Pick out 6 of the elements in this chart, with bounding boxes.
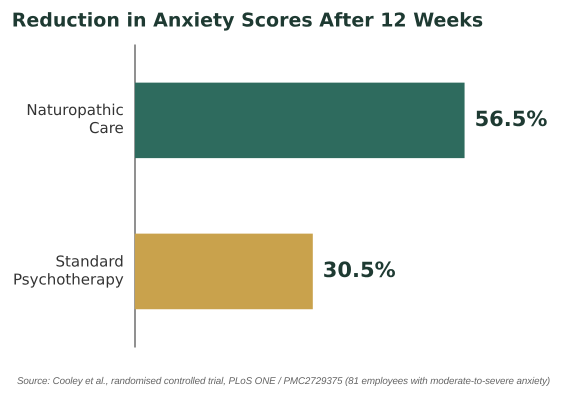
source-note: Source: Cooley et al., randomised controlled trial, PLoS ONE / PMC2729375 (81 employees with moderate-to-severe anxiety) [16, 376, 552, 387]
y-tick-label: Naturopathic Care [26, 101, 124, 138]
data-label: 30.5% [322, 258, 396, 282]
y-tick-label: Standard Psychotherapy [13, 252, 124, 288]
data-label: 56.5% [474, 106, 548, 131]
chart-title: Reduction in Anxiety Scores After 12 Weeks [12, 9, 484, 32]
